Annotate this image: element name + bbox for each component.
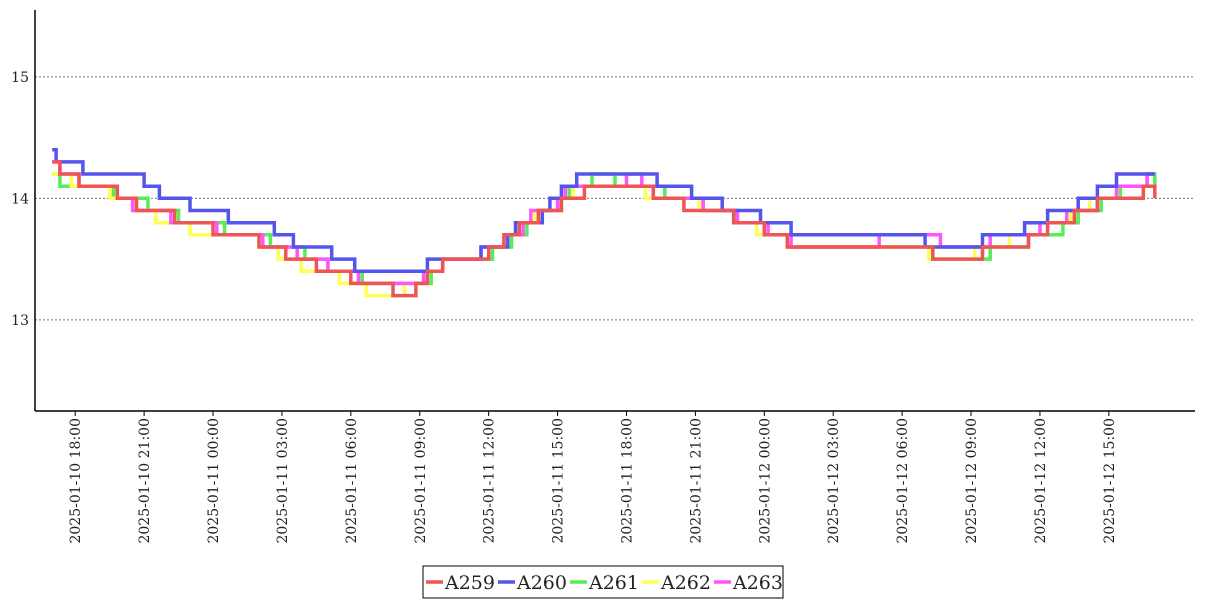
x-tick-label: 2025-01-12 06:00 (895, 418, 911, 544)
y-tick-labels: 13 14 15 (11, 70, 29, 329)
x-tick-label: 2025-01-11 15:00 (551, 418, 567, 544)
series-line-a263 (52, 160, 1155, 286)
x-tick-label: 2025-01-11 09:00 (413, 418, 429, 544)
axes (34, 10, 1195, 412)
y-tick-label: 14 (11, 191, 29, 207)
x-tick-label: 2025-01-10 21:00 (137, 418, 153, 544)
x-tick-label: 2025-01-12 09:00 (964, 418, 980, 544)
x-tick-label: 2025-01-12 00:00 (757, 418, 773, 544)
x-tick-labels: 2025-01-10 18:00 2025-01-10 21:00 2025-01-… (68, 411, 1118, 544)
x-tick-label: 2025-01-11 21:00 (688, 418, 704, 544)
legend-label-a262: A262 (660, 572, 711, 594)
x-tick-label: 2025-01-11 12:00 (482, 418, 498, 544)
x-tick-label: 2025-01-12 03:00 (826, 418, 842, 544)
legend-label-a259: A259 (444, 572, 495, 594)
legend-label-a260: A260 (516, 572, 567, 594)
y-tick-label: 13 (11, 313, 29, 329)
legend-label-a263: A263 (732, 572, 783, 594)
x-tick-label: 2025-01-11 06:00 (344, 418, 360, 544)
x-tick-label: 2025-01-11 03:00 (275, 418, 291, 544)
series-lines (52, 147, 1157, 298)
gridlines (35, 76, 1195, 321)
y-tick-label: 15 (11, 70, 29, 86)
x-tick-label: 2025-01-11 18:00 (620, 418, 636, 544)
x-tick-label: 2025-01-11 00:00 (206, 418, 222, 544)
x-tick-label: 2025-01-12 12:00 (1033, 418, 1049, 544)
series-line-a259 (52, 160, 1157, 298)
legend: A259 A260 A261 A262 A263 (422, 565, 784, 599)
x-tick-label: 2025-01-12 15:00 (1102, 418, 1118, 544)
legend-label-a261: A261 (588, 572, 639, 594)
x-tick-label: 2025-01-10 18:00 (68, 418, 84, 544)
